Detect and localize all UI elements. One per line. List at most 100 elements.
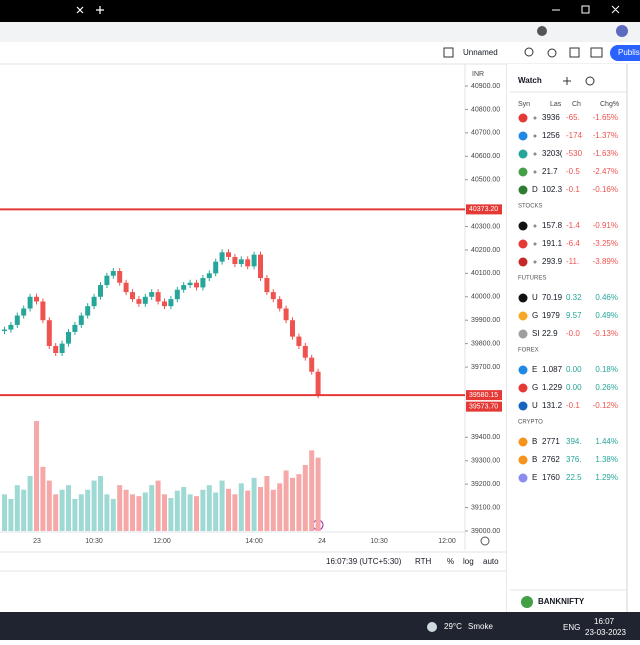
change-pct[interactable]: -0.16%	[593, 185, 618, 194]
change-pct[interactable]: -2.47%	[593, 167, 618, 176]
volume-bar	[117, 485, 123, 531]
x-tick-label: 24	[318, 538, 326, 545]
symbol[interactable]: B	[532, 437, 537, 446]
symbol[interactable]: G	[532, 311, 538, 320]
section-title[interactable]: FOREX	[518, 348, 539, 354]
settings-icon[interactable]	[480, 536, 490, 546]
change[interactable]: 376.	[566, 455, 582, 464]
last[interactable]: 102.3	[542, 185, 563, 194]
last[interactable]: 2771	[542, 437, 560, 446]
symbol[interactable]: E	[532, 365, 537, 374]
section-title[interactable]: CRYPTO	[518, 420, 543, 426]
section-title[interactable]: FUTURES	[518, 276, 546, 282]
change[interactable]: -0.0	[566, 329, 580, 338]
window-controls[interactable]	[552, 5, 620, 14]
change[interactable]: 22.5	[566, 473, 582, 482]
layout-name[interactable]: Unnamed	[463, 48, 498, 57]
last[interactable]: 2762	[542, 455, 560, 464]
change[interactable]: -0.5	[566, 167, 580, 176]
change[interactable]: -11.	[566, 257, 579, 266]
menu-icon[interactable]	[585, 76, 595, 86]
fullscreen-icon[interactable]	[569, 47, 580, 58]
last[interactable]: 191.1	[542, 239, 563, 248]
volume-bar	[283, 470, 289, 531]
symbol[interactable]: U	[532, 293, 538, 302]
watchlist-title[interactable]: Watch	[518, 76, 542, 85]
candle	[213, 261, 219, 274]
publish-button[interactable]	[610, 45, 640, 61]
auto[interactable]: auto	[483, 557, 499, 566]
camera-icon[interactable]	[590, 47, 603, 58]
last[interactable]: 22.9	[542, 329, 558, 338]
tab-icons[interactable]	[76, 6, 104, 14]
change[interactable]: -1.4	[566, 221, 580, 230]
change[interactable]: 0.00	[566, 383, 582, 392]
symbol[interactable]: U	[532, 401, 538, 410]
change-pct[interactable]: 0.46%	[595, 293, 618, 302]
column-header[interactable]: Chg%	[600, 101, 619, 108]
last[interactable]: 21.7	[542, 167, 558, 176]
browser-icon[interactable]	[537, 26, 547, 36]
change[interactable]: -65.	[566, 113, 580, 122]
last[interactable]: 1760	[542, 473, 560, 482]
publish-label[interactable]: Publish	[618, 48, 640, 57]
change-pct[interactable]: -1.37%	[593, 131, 618, 140]
currency[interactable]: INR	[472, 71, 484, 78]
log[interactable]: log	[463, 557, 474, 566]
y-tick-label: 39900.00	[471, 317, 500, 324]
symbol[interactable]: E	[532, 473, 537, 482]
last[interactable]: 3203(	[542, 149, 563, 158]
change-pct[interactable]: -1.63%	[593, 149, 618, 158]
percent[interactable]: %	[447, 557, 454, 566]
last[interactable]: 1979	[542, 311, 560, 320]
last[interactable]: 1.087	[542, 365, 563, 374]
change[interactable]: -0.1	[566, 401, 580, 410]
symbol[interactable]: SI	[532, 329, 540, 338]
change[interactable]: 0.00	[566, 365, 582, 374]
volume-bar	[91, 480, 97, 531]
change[interactable]: -530	[566, 149, 583, 158]
change-pct[interactable]: -3.89%	[593, 257, 618, 266]
rth[interactable]: RTH	[415, 557, 432, 566]
last[interactable]: 3936	[542, 113, 560, 122]
last[interactable]: 157.8	[542, 221, 563, 230]
x-tick-label: 10:30	[85, 538, 103, 545]
column-header[interactable]: Las	[550, 101, 562, 108]
checkbox[interactable]	[443, 47, 454, 58]
change-pct[interactable]: 1.38%	[595, 455, 618, 464]
symbol[interactable]: G	[532, 383, 538, 392]
change-pct[interactable]: 0.49%	[595, 311, 618, 320]
symbol-icon	[518, 329, 528, 339]
change-pct[interactable]: 0.26%	[595, 383, 618, 392]
change-pct[interactable]: 1.44%	[595, 437, 618, 446]
last[interactable]: 70.19	[542, 293, 563, 302]
search-icon[interactable]	[524, 47, 534, 57]
change[interactable]: -6.4	[566, 239, 580, 248]
change-pct[interactable]: 1.29%	[595, 473, 618, 482]
change[interactable]: 394.	[566, 437, 582, 446]
last[interactable]: 131.2	[542, 401, 563, 410]
change[interactable]: 9.57	[566, 311, 582, 320]
last[interactable]: 1.229	[542, 383, 563, 392]
change[interactable]: -174	[566, 131, 583, 140]
volume-bar	[21, 489, 27, 531]
footer-symbol[interactable]: BANKNIFTY	[538, 597, 585, 606]
change-pct[interactable]: -3.25%	[593, 239, 618, 248]
last[interactable]: 1256	[542, 131, 560, 140]
change-pct[interactable]: 0.18%	[595, 365, 618, 374]
column-header[interactable]: Ch	[572, 101, 581, 108]
section-title[interactable]: STOCKS	[518, 204, 543, 210]
profile[interactable]	[616, 25, 628, 37]
change-pct[interactable]: -0.13%	[593, 329, 618, 338]
symbol[interactable]: B	[532, 455, 537, 464]
change-pct[interactable]: -1.65%	[593, 113, 618, 122]
change-pct[interactable]: -0.91%	[593, 221, 618, 230]
change-pct[interactable]: -0.12%	[593, 401, 618, 410]
last[interactable]: 293.9	[542, 257, 563, 266]
change[interactable]: -0.1	[566, 185, 580, 194]
symbol[interactable]: D	[532, 185, 538, 194]
settings-icon[interactable]	[547, 48, 557, 58]
add-icon[interactable]	[563, 77, 571, 85]
change[interactable]: 0.32	[566, 293, 582, 302]
column-header[interactable]: Syn	[518, 101, 530, 108]
